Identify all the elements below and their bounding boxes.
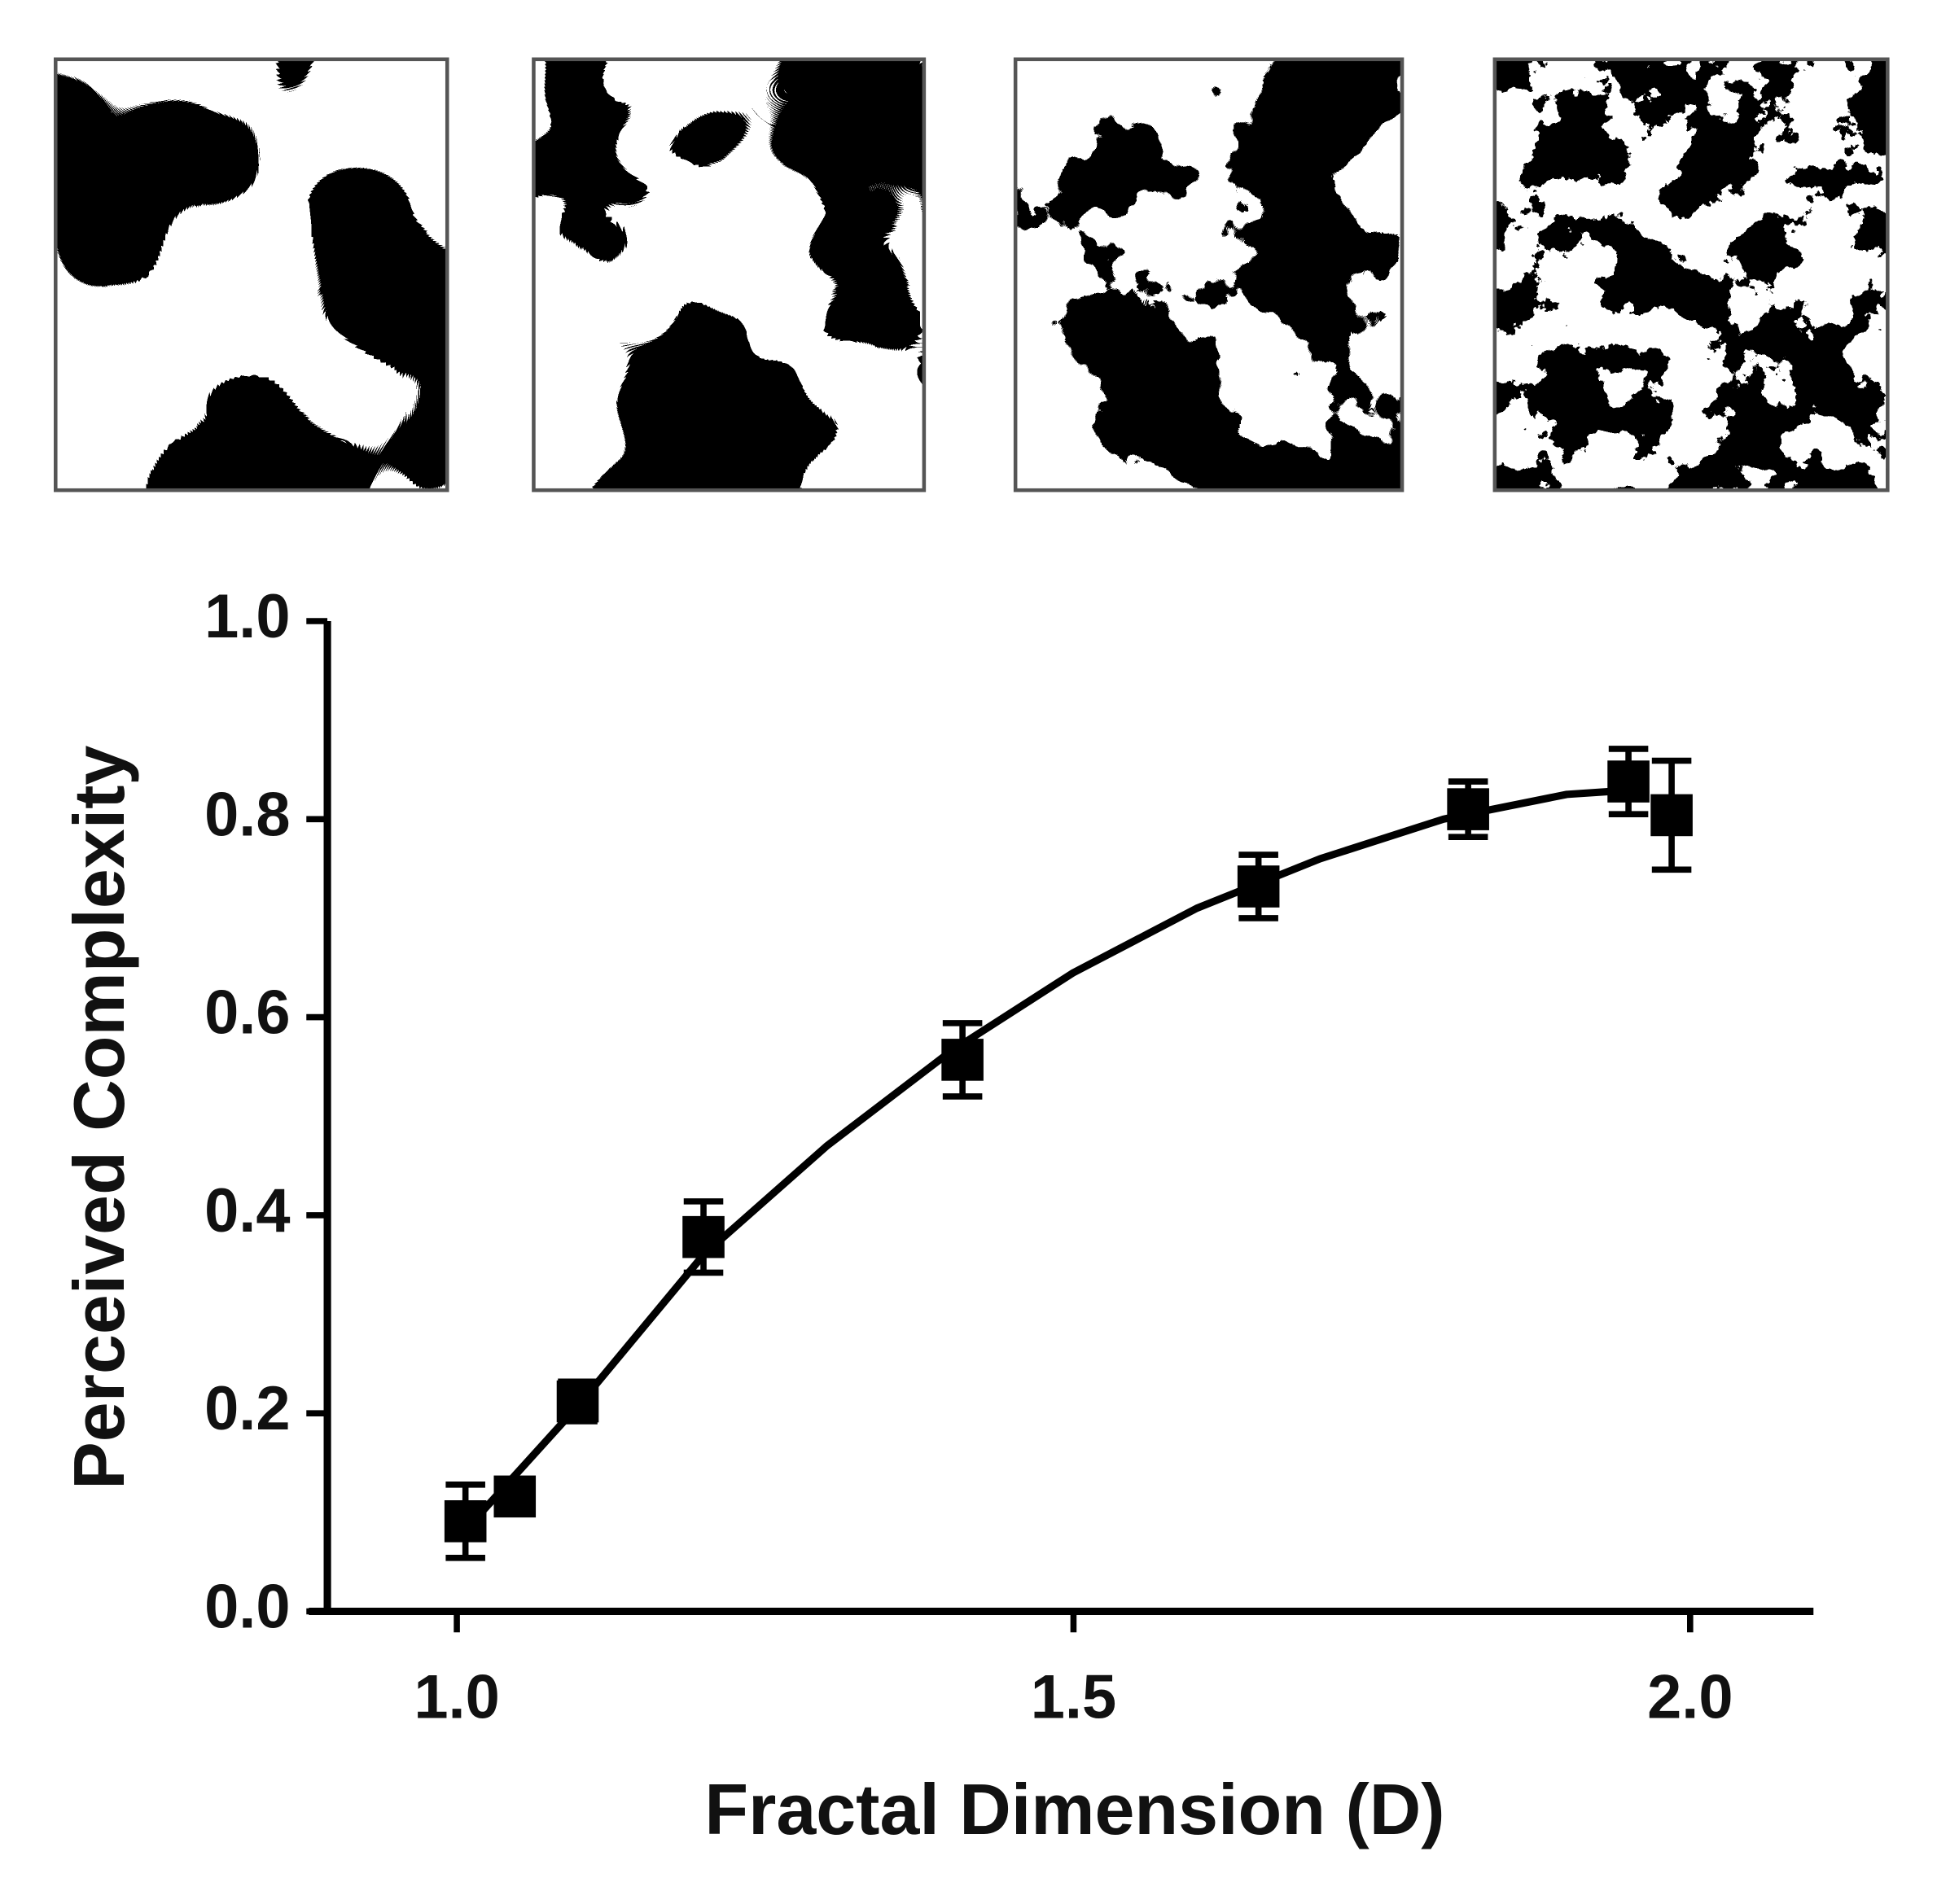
- data-point: [941, 1039, 984, 1081]
- y-tick-label: 1.0: [204, 582, 290, 651]
- panel-border: [532, 57, 927, 492]
- fractal-image: [1015, 59, 1403, 491]
- fit-curve: [478, 786, 1641, 1515]
- x-tick-label: 1.0: [414, 1662, 499, 1731]
- y-axis-label: Perceived Complexity: [59, 746, 139, 1490]
- data-point: [1237, 865, 1280, 908]
- data-point: [1447, 788, 1489, 830]
- data-point: [493, 1475, 537, 1518]
- x-axis-label: Fractal Dimension (D): [704, 1769, 1444, 1849]
- panel-border: [1492, 57, 1890, 492]
- data-point: [556, 1380, 599, 1423]
- y-tick-label: 0.2: [204, 1374, 290, 1443]
- y-tick-label: 0.6: [204, 978, 290, 1048]
- data-point: [1607, 760, 1650, 803]
- panel-border: [53, 57, 449, 492]
- panel-border: [1013, 57, 1405, 492]
- y-tick-label: 0.4: [204, 1176, 290, 1245]
- y-tick-label: 0.8: [204, 780, 290, 849]
- x-tick-label: 2.0: [1647, 1662, 1733, 1731]
- fractal-panels: [53, 57, 1890, 492]
- y-tick-label: 0.0: [204, 1573, 290, 1642]
- fractal-image: [533, 59, 924, 491]
- x-tick-label: 1.5: [1031, 1662, 1116, 1731]
- fractal-image: [1494, 59, 1888, 491]
- data-point: [1650, 794, 1693, 837]
- data-point: [444, 1500, 487, 1543]
- fractal-image: [55, 59, 448, 491]
- data-point: [682, 1215, 725, 1258]
